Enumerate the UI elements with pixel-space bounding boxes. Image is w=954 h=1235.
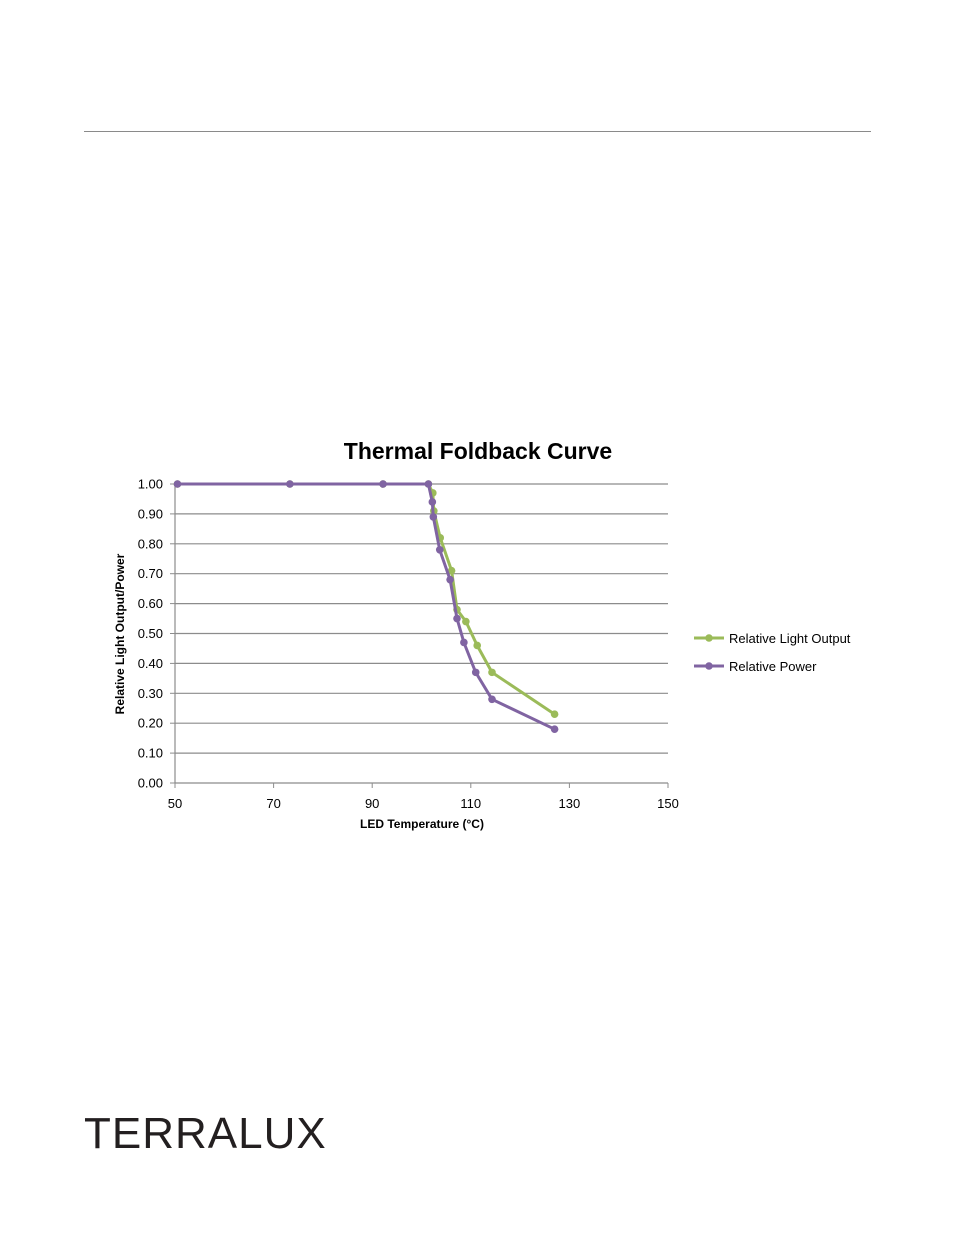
terralux-logo: TERRALUX <box>84 1109 327 1158</box>
legend-marker-relative-light-output <box>705 634 713 642</box>
data-point-relative-light-output <box>473 641 482 650</box>
y-tick-label: 0.20 <box>138 716 163 731</box>
legend-marker-relative-power <box>705 662 713 670</box>
data-point-relative-power <box>428 498 437 506</box>
data-point-relative-power <box>446 575 454 584</box>
x-axis-ticks: 50 70 90 110 130 150 <box>168 796 679 811</box>
axes <box>170 483 669 788</box>
data-point-relative-light-output <box>550 710 559 719</box>
chart-title: Thermal Foldback Curve <box>344 438 612 464</box>
data-point-relative-light-output <box>488 668 496 677</box>
data-point-relative-power <box>453 614 461 623</box>
x-axis-label: LED Temperature (°C) <box>360 817 484 831</box>
data-point-relative-power <box>286 480 294 488</box>
y-axis-label: Relative Light Output/Power <box>113 553 127 714</box>
data-point-relative-power <box>488 695 496 704</box>
y-tick-label: 0.60 <box>138 596 163 611</box>
x-tick-label: 70 <box>266 796 280 811</box>
legend-label-relative-power: Relative Power <box>729 659 817 674</box>
x-tick-label: 110 <box>460 796 481 811</box>
x-tick-label: 90 <box>365 796 379 811</box>
x-tick-label: 130 <box>559 796 581 811</box>
y-axis-ticks: 0.00 0.10 0.20 0.30 0.40 0.50 0.60 0.70 0.80 0.90… <box>138 477 163 791</box>
y-tick-label: 1.00 <box>138 477 163 492</box>
data-point-relative-power <box>435 545 444 554</box>
y-tick-label: 0.00 <box>138 776 163 791</box>
gridlines <box>175 483 668 754</box>
data-point-relative-power <box>424 480 433 488</box>
y-tick-label: 0.40 <box>138 656 163 671</box>
legend: Relative Light Output Relative Power <box>694 631 851 674</box>
header-divider <box>84 131 871 132</box>
y-tick-label: 0.10 <box>138 746 163 761</box>
data-point-relative-power <box>460 638 468 647</box>
series-line-relative-power <box>176 482 557 731</box>
y-tick-label: 0.90 <box>138 506 163 521</box>
x-tick-label: 150 <box>657 796 679 811</box>
series-line-relative-light-output <box>176 482 557 716</box>
y-tick-label: 0.50 <box>138 626 163 641</box>
data-point-relative-light-output <box>462 617 470 626</box>
y-tick-label: 0.70 <box>138 566 163 581</box>
data-point-relative-power <box>471 668 480 677</box>
y-tick-label: 0.30 <box>138 686 163 701</box>
legend-label-relative-light-output: Relative Light Output <box>729 631 851 646</box>
x-tick-label: 50 <box>168 796 182 811</box>
thermal-foldback-chart: Thermal Foldback Curve 0.00 0.10 0.20 0.30 0… <box>100 425 880 845</box>
data-point-relative-power <box>550 725 559 733</box>
y-tick-label: 0.80 <box>138 536 163 551</box>
data-point-relative-power <box>379 480 387 488</box>
chart-canvas: Thermal Foldback Curve 0.000.100.200.300… <box>113 438 851 831</box>
series-layer <box>173 480 559 733</box>
data-point-relative-power <box>429 513 438 521</box>
data-point-relative-power <box>173 480 182 488</box>
data-point-relative-light-output <box>447 566 456 575</box>
